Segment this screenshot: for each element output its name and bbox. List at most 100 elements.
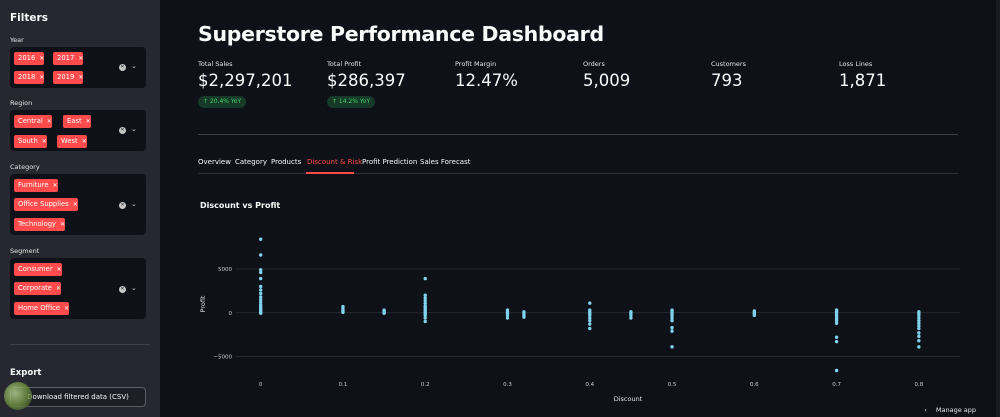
chip-2016[interactable]: 2016 ✕ — [14, 52, 45, 65]
scatter-point[interactable] — [917, 313, 921, 318]
download-csv-button[interactable]: Download filtered data (CSV) — [10, 387, 146, 407]
scatter-point[interactable] — [423, 296, 427, 300]
remove-chip-icon[interactable]: ✕ — [85, 118, 91, 125]
chip-west[interactable]: West ✕ — [57, 135, 87, 148]
chip-east[interactable]: East ✕ — [63, 115, 91, 128]
remove-chip-icon[interactable]: ✕ — [60, 221, 66, 228]
scatter-point[interactable] — [670, 329, 674, 333]
scatter-point[interactable] — [629, 313, 633, 318]
region-multiselect[interactable]: Central ✕ East ✕ South ✕ West ✕ ✕ ⌄ — [10, 110, 146, 151]
chip-technology[interactable]: Technology ✕ — [14, 218, 66, 231]
tab-discount-risk[interactable]: Discount & Risk — [307, 158, 363, 166]
scatter-point[interactable] — [423, 316, 427, 320]
segment-multiselect[interactable]: Consumer ✕ Corporate ✕ Home Office ✕ ✕ ⌄ — [10, 258, 146, 319]
remove-chip-icon[interactable]: ✕ — [78, 55, 84, 62]
scatter-point[interactable] — [917, 316, 921, 320]
scatter-point[interactable] — [258, 276, 263, 281]
chip-home-office[interactable]: Home Office ✕ — [14, 302, 70, 315]
scatter-point[interactable] — [834, 368, 839, 373]
tab-profit-prediction[interactable]: Profit Prediction — [362, 158, 418, 166]
scatter-point[interactable] — [258, 253, 263, 257]
clear-all-icon[interactable]: ✕ — [119, 286, 126, 293]
scatter-point[interactable] — [258, 270, 263, 275]
chip-corporate[interactable]: Corporate ✕ — [14, 282, 62, 295]
scatter-point[interactable] — [258, 284, 263, 289]
chip-2018[interactable]: 2018 ✕ — [14, 71, 45, 84]
tab-sales-forecast[interactable]: Sales Forecast — [420, 158, 471, 166]
scatter-point[interactable] — [917, 324, 921, 328]
scatter-point[interactable] — [834, 318, 839, 323]
scatter-point[interactable] — [917, 326, 921, 331]
scatter-point[interactable] — [670, 313, 674, 318]
chevron-down-icon[interactable]: ⌄ — [131, 200, 137, 208]
remove-chip-icon[interactable]: ✕ — [39, 55, 45, 62]
scatter-point[interactable] — [423, 313, 427, 318]
chevron-down-icon[interactable]: ⌄ — [131, 125, 137, 133]
category-multiselect[interactable]: Furniture ✕ Office Supplies ✕ Technology ✕ … — [10, 174, 146, 235]
scatter-point[interactable] — [258, 295, 263, 299]
scatter-point[interactable] — [258, 268, 263, 272]
scatter-point[interactable] — [258, 297, 263, 302]
scatter-point[interactable] — [505, 313, 510, 318]
scatter-point[interactable] — [258, 311, 263, 315]
chevron-down-icon[interactable]: ⌄ — [131, 62, 137, 70]
scatter-point[interactable] — [670, 318, 674, 323]
chevron-down-icon[interactable]: ⌄ — [131, 284, 137, 292]
remove-chip-icon[interactable]: ✕ — [81, 138, 87, 145]
scatter-point[interactable] — [588, 322, 592, 326]
scatter-point[interactable] — [588, 301, 592, 305]
scatter-point[interactable] — [423, 276, 427, 281]
remove-chip-icon[interactable]: ✕ — [41, 138, 47, 145]
scatter-point[interactable] — [588, 318, 592, 323]
remove-chip-icon[interactable]: ✕ — [55, 285, 62, 292]
chip-2017[interactable]: 2017 ✕ — [53, 52, 84, 65]
scatter-point[interactable] — [917, 334, 921, 339]
scatter-point[interactable] — [341, 310, 345, 315]
scatter-point[interactable] — [258, 291, 263, 296]
scatter-point[interactable] — [834, 335, 839, 339]
remove-chip-icon[interactable]: ✕ — [78, 74, 84, 81]
scatter-point[interactable] — [670, 345, 674, 349]
scatter-point[interactable] — [588, 313, 592, 318]
chip-south[interactable]: South ✕ — [14, 135, 47, 148]
chip-furniture[interactable]: Furniture ✕ — [14, 179, 58, 192]
scatter-point[interactable] — [670, 316, 674, 320]
scatter-point[interactable] — [423, 301, 427, 305]
clear-all-icon[interactable]: ✕ — [119, 202, 126, 209]
scatter-point[interactable] — [917, 321, 921, 325]
scatter-point[interactable] — [423, 319, 427, 324]
manage-app-button[interactable]: ‹ Manage app — [924, 406, 976, 414]
remove-chip-icon[interactable]: ✕ — [72, 201, 78, 208]
scatter-point[interactable] — [382, 311, 386, 315]
year-multiselect[interactable]: 2016 ✕ 2017 ✕ 2018 ✕ 2019 ✕ ✕ ⌄ — [10, 47, 146, 88]
scatter-point[interactable] — [588, 316, 592, 320]
scatter-point[interactable] — [505, 316, 510, 320]
tab-category[interactable]: Category — [235, 158, 267, 166]
tab-products[interactable]: Products — [271, 158, 302, 166]
chip-central[interactable]: Central ✕ — [14, 115, 52, 128]
remove-chip-icon[interactable]: ✕ — [52, 182, 58, 189]
scatter-point[interactable] — [917, 331, 921, 335]
scatter-point[interactable] — [834, 339, 839, 344]
scatter-point[interactable] — [588, 326, 592, 331]
scatter-point[interactable] — [522, 315, 526, 319]
scatter-point[interactable] — [917, 339, 921, 343]
scatter-point[interactable] — [752, 313, 757, 318]
scatter-point[interactable] — [670, 325, 674, 330]
remove-chip-icon[interactable]: ✕ — [46, 118, 52, 125]
chip-office-supplies[interactable]: Office Supplies ✕ — [14, 198, 78, 211]
scatter-point[interactable] — [629, 316, 633, 320]
scatter-point[interactable] — [258, 237, 263, 241]
scrollbar[interactable] — [996, 0, 1000, 417]
tab-overview[interactable]: Overview — [198, 158, 231, 166]
clear-all-icon[interactable]: ✕ — [119, 127, 126, 134]
scatter-point[interactable] — [917, 345, 921, 349]
scatter-point[interactable] — [258, 288, 263, 292]
chip-2019[interactable]: 2019 ✕ — [53, 71, 84, 84]
scatter-point[interactable] — [258, 300, 263, 304]
scatter-point[interactable] — [423, 293, 427, 297]
chip-consumer[interactable]: Consumer ✕ — [14, 263, 62, 276]
scatter-point[interactable] — [917, 318, 921, 323]
remove-chip-icon[interactable]: ✕ — [39, 74, 45, 81]
scatter-point[interactable] — [423, 298, 427, 303]
